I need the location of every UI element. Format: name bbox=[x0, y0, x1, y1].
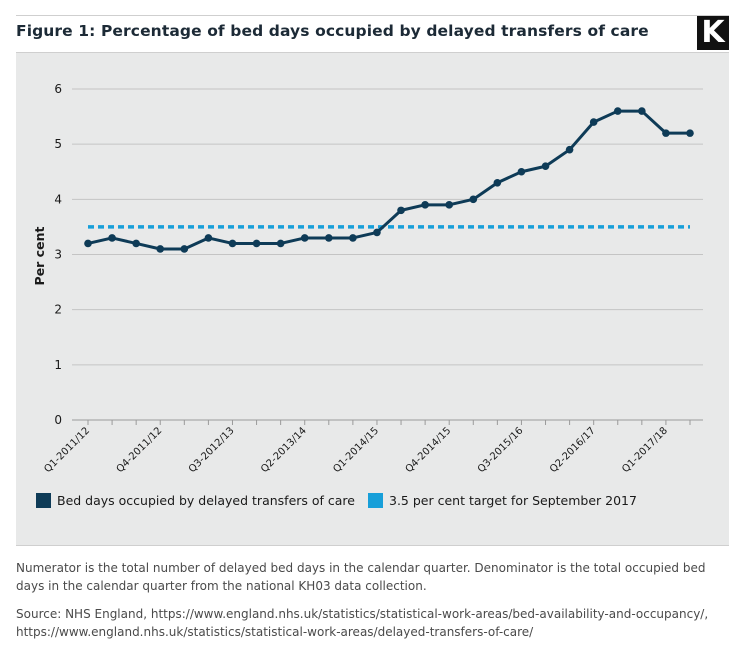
x-tick-label: Q3-2012/13 bbox=[187, 425, 237, 475]
y-axis-label: Per cent bbox=[32, 227, 47, 286]
x-tick-label: Q1-2011/12 bbox=[42, 425, 92, 475]
y-tick-label: 5 bbox=[54, 137, 62, 151]
y-tick-label: 4 bbox=[54, 192, 62, 206]
data-point bbox=[494, 179, 502, 187]
y-tick-label: 3 bbox=[54, 248, 62, 262]
data-point bbox=[156, 245, 164, 253]
line-chart: Per cent 0 1 2 3 4 5 6 Q1-2011/12 Q4-2011/12 Q3-2… bbox=[0, 0, 745, 480]
data-point bbox=[277, 240, 285, 248]
data-point bbox=[301, 234, 309, 242]
x-tick-label: Q4-2011/12 bbox=[115, 425, 165, 475]
source-line-2: https://www.england.nhs.uk/statistics/st… bbox=[16, 623, 729, 641]
footnote: Numerator is the total number of delayed… bbox=[16, 559, 729, 595]
data-point bbox=[662, 129, 670, 137]
source-line-1: Source: NHS England, https://www.england… bbox=[16, 605, 729, 623]
y-tick-label: 0 bbox=[54, 413, 62, 427]
data-point bbox=[132, 240, 140, 248]
legend-label-series: Bed days occupied by delayed transfers o… bbox=[57, 493, 355, 508]
data-point bbox=[542, 162, 550, 170]
data-point bbox=[566, 146, 574, 154]
x-tick-label: Q2-2016/17 bbox=[548, 425, 598, 475]
data-point bbox=[349, 234, 357, 242]
data-point bbox=[373, 229, 381, 237]
x-tick-label: Q4-2014/15 bbox=[404, 425, 454, 475]
legend-item-target: 3.5 per cent target for September 2017 bbox=[368, 493, 637, 508]
data-point bbox=[108, 234, 116, 242]
y-tick-label: 2 bbox=[54, 303, 62, 317]
x-tick-label: Q1-2017/18 bbox=[620, 425, 670, 475]
data-point bbox=[421, 201, 429, 209]
data-point bbox=[445, 201, 453, 209]
data-point bbox=[205, 234, 213, 242]
data-point bbox=[181, 245, 189, 253]
data-point bbox=[614, 107, 622, 115]
data-point bbox=[229, 240, 237, 248]
x-tick-label: Q1-2014/15 bbox=[331, 425, 381, 475]
legend-swatch-series bbox=[36, 493, 51, 508]
data-point bbox=[469, 196, 477, 204]
data-point bbox=[84, 240, 92, 248]
legend-label-target: 3.5 per cent target for September 2017 bbox=[389, 493, 637, 508]
y-tick-label: 1 bbox=[54, 358, 62, 372]
data-point bbox=[397, 207, 405, 215]
data-point bbox=[638, 107, 646, 115]
y-tick-label: 6 bbox=[54, 82, 62, 96]
data-point bbox=[253, 240, 261, 248]
x-tick-label: Q3-2015/16 bbox=[476, 425, 526, 475]
data-point bbox=[518, 168, 526, 176]
x-tick-label: Q2-2013/14 bbox=[259, 425, 309, 475]
legend-item-series: Bed days occupied by delayed transfers o… bbox=[36, 493, 355, 508]
data-point bbox=[590, 118, 598, 126]
data-point bbox=[325, 234, 333, 242]
legend-swatch-target bbox=[368, 493, 383, 508]
data-point bbox=[686, 129, 694, 137]
